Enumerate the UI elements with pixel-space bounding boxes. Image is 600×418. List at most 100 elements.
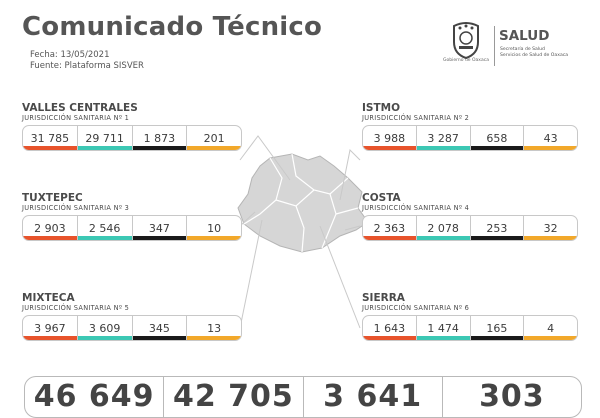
stat-deaths: 253 (470, 216, 525, 240)
stat-recovered: 29 711 (77, 126, 133, 150)
stat-value: 2 546 (88, 221, 121, 235)
stat-value: 32 (543, 221, 558, 235)
stat-recovered: 3 287 (416, 126, 471, 150)
stat-bar (416, 236, 470, 240)
stat-value: 2 363 (373, 221, 406, 235)
stat-deaths: 347 (132, 216, 188, 240)
region-card-costa: COSTA JURISDICCIÓN SANITARIA Nº 4 2 363 … (362, 192, 578, 241)
region-stats: 3 988 3 287 658 43 (362, 125, 578, 151)
report-date: Fecha: 13/05/2021 (30, 50, 110, 60)
brand-subtitle-line: Secretaría de Salud (500, 47, 545, 52)
stat-recovered: 1 474 (416, 316, 471, 340)
stat-bar (470, 336, 524, 340)
stat-value: 13 (207, 321, 222, 335)
region-jurisdiction: JURISDICCIÓN SANITARIA Nº 2 (362, 114, 470, 122)
stat-confirmed: 1 643 (363, 316, 417, 340)
totals-bar: 46 649 42 705 3 641 303 (24, 376, 582, 418)
region-card-mixteca: MIXTECA JURISDICCIÓN SANITARIA Nº 5 3 96… (22, 292, 242, 341)
stat-active: 4 (524, 316, 577, 340)
stat-bar (470, 146, 524, 150)
stat-confirmed: 2 903 (23, 216, 78, 240)
region-stats: 1 643 1 474 165 4 (362, 315, 578, 341)
brand-subtitle: Secretaría de Salud Servicios de Salud d… (500, 47, 580, 59)
stat-value: 31 785 (30, 131, 70, 145)
stat-bar (363, 336, 416, 340)
stat-value: 201 (203, 131, 225, 145)
total-recovered: 42 705 (164, 377, 304, 417)
stat-confirmed: 3 988 (363, 126, 417, 150)
stat-value: 658 (486, 131, 508, 145)
oaxaca-regions-map (230, 148, 380, 268)
stat-bar (524, 336, 577, 340)
stat-active: 201 (187, 126, 241, 150)
stat-value: 165 (486, 321, 508, 335)
stat-deaths: 1 873 (132, 126, 188, 150)
stat-bar (363, 146, 416, 150)
state-shield-logo (440, 20, 492, 68)
stat-bar (187, 336, 241, 340)
region-name: VALLES CENTRALES (22, 102, 138, 114)
region-jurisdiction: JURISDICCIÓN SANITARIA Nº 5 (22, 304, 130, 312)
region-jurisdiction: JURISDICCIÓN SANITARIA Nº 1 (22, 114, 130, 122)
stat-bar (524, 146, 577, 150)
stat-value: 43 (543, 131, 558, 145)
stat-bar (187, 236, 241, 240)
stat-bar (77, 336, 132, 340)
stat-value: 1 643 (373, 321, 406, 335)
region-card-istmo: ISTMO JURISDICCIÓN SANITARIA Nº 2 3 988 … (362, 102, 578, 151)
brand-title: SALUD (499, 28, 550, 44)
stat-value: 345 (148, 321, 170, 335)
stat-bar (470, 236, 524, 240)
stat-recovered: 2 078 (416, 216, 471, 240)
stat-bar (77, 146, 132, 150)
stat-deaths: 165 (470, 316, 525, 340)
stat-value: 1 474 (427, 321, 459, 335)
stat-confirmed: 2 363 (363, 216, 417, 240)
stat-value: 2 903 (34, 221, 66, 235)
stat-bar (132, 236, 187, 240)
region-name: ISTMO (362, 102, 401, 114)
stat-value: 29 711 (85, 131, 124, 145)
stat-value: 3 967 (34, 321, 66, 335)
logo-caption: Gobierno de Oaxaca (443, 58, 489, 63)
total-deaths: 3 641 (304, 377, 443, 417)
stat-active: 43 (524, 126, 577, 150)
stat-bar (187, 146, 241, 150)
stat-recovered: 3 609 (77, 316, 133, 340)
stat-active: 10 (187, 216, 241, 240)
stat-value: 4 (547, 321, 555, 335)
stat-bar (416, 146, 470, 150)
stat-active: 32 (524, 216, 577, 240)
region-card-valles-centrales: VALLES CENTRALES JURISDICCIÓN SANITARIA … (22, 102, 242, 151)
stat-bar (132, 336, 187, 340)
total-active: 303 (479, 379, 545, 414)
stat-value: 1 873 (143, 131, 176, 145)
stat-value: 10 (207, 221, 222, 235)
stat-bar (416, 336, 470, 340)
region-jurisdiction: JURISDICCIÓN SANITARIA Nº 4 (362, 204, 470, 212)
stat-active: 13 (187, 316, 241, 340)
region-name: TUXTEPEC (22, 192, 83, 204)
stat-bar (132, 146, 187, 150)
brand-subtitle-line: Servicios de Salud de Oaxaca (500, 53, 569, 58)
stat-bar (363, 236, 416, 240)
stat-deaths: 345 (132, 316, 188, 340)
stat-recovered: 2 546 (77, 216, 133, 240)
stat-bar (23, 146, 77, 150)
logo-divider (494, 26, 495, 66)
stat-confirmed: 3 967 (23, 316, 78, 340)
stat-value: 2 078 (427, 221, 459, 235)
stat-value: 3 988 (373, 131, 406, 145)
report-source: Fuente: Plataforma SISVER (30, 61, 144, 71)
region-card-tuxtepec: TUXTEPEC JURISDICCIÓN SANITARIA Nº 3 2 9… (22, 192, 242, 241)
region-card-sierra: SIERRA JURISDICCIÓN SANITARIA Nº 6 1 643… (362, 292, 578, 341)
stat-value: 253 (486, 221, 508, 235)
region-stats: 3 967 3 609 345 13 (22, 315, 242, 341)
stat-value: 3 287 (427, 131, 459, 145)
stat-confirmed: 31 785 (23, 126, 78, 150)
page-title: Comunicado Técnico (22, 12, 323, 42)
stat-bar (77, 236, 132, 240)
region-name: SIERRA (362, 292, 405, 304)
total-confirmed: 46 649 (25, 377, 165, 417)
stat-bar (23, 236, 77, 240)
